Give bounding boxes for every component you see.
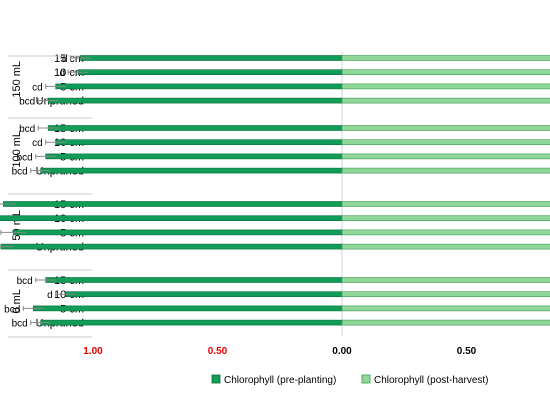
row-label: 10 cm [54, 67, 84, 79]
group-label: 100 mL [11, 131, 23, 168]
bar-pre [40, 167, 343, 174]
bar-post [341, 153, 550, 160]
bar-post [341, 319, 550, 326]
group-dividers [8, 55, 92, 338]
x-tick-label: 0.00 [332, 346, 352, 357]
bars-post [341, 55, 550, 326]
bar-post [341, 83, 550, 90]
bar-pre [0, 215, 343, 221]
bar-pre [55, 83, 343, 90]
bar-pre [47, 97, 343, 104]
bar-post [341, 139, 550, 145]
bar-pre [0, 243, 343, 250]
bar-post [341, 277, 550, 283]
sig-label-pre: bcd [19, 124, 35, 135]
sig-label-pre: d [60, 68, 66, 79]
bar-pre [3, 201, 343, 207]
sig-label-pre: bcd [19, 97, 35, 108]
legend-label-pre: Chlorophyll (pre-planting) [224, 375, 336, 386]
sig-label-pre: cd [32, 82, 43, 93]
bar-pre [47, 125, 343, 131]
sig-label-pre: bcd [12, 319, 28, 330]
group-label: 50 mL [11, 210, 23, 241]
sig-label-pre: cd [32, 138, 43, 149]
bar-pre [55, 139, 343, 145]
legend-swatch-post [361, 374, 371, 384]
bar-pre [45, 153, 343, 160]
error-bars [0, 55, 91, 326]
bar-pre [80, 55, 343, 61]
bar-post [341, 55, 550, 61]
x-axis-ticks: 2.001.501.000.500.000.501.001.50 [83, 346, 477, 357]
bar-pre [45, 277, 343, 283]
bars-pre [0, 55, 343, 326]
sig-label-pre: bcd [17, 276, 33, 287]
bar-post [341, 201, 550, 207]
bar-post [341, 97, 550, 104]
bar-post [341, 243, 550, 250]
row-label: 15 cm [54, 53, 84, 65]
x-tick-label: 0.50 [208, 346, 228, 357]
significance-labels: dabdabcdbbcdabbcdabcdabbcdbbcdabababaaab… [4, 54, 68, 330]
sig-label-pre: bcd [17, 152, 33, 163]
sig-label-pre: d [47, 290, 53, 301]
bar-pre [32, 305, 343, 312]
bar-post [341, 229, 550, 236]
bar-pre [65, 291, 343, 298]
bar-post [341, 291, 550, 298]
bar-post [341, 305, 550, 312]
sig-label-pre: bcd [4, 304, 20, 315]
bar-post [341, 167, 550, 174]
legend: Chlorophyll (pre-planting) Chlorophyll (p… [211, 374, 489, 386]
bar-pre [77, 69, 343, 75]
bar-pre [13, 229, 343, 236]
legend-swatch-pre [211, 374, 221, 384]
group-label: 150 mL [11, 61, 23, 98]
x-tick-label: 0.50 [457, 346, 477, 357]
group-label: 0 mL [11, 289, 23, 313]
sig-label-pre: bcd [12, 167, 28, 178]
bar-post [341, 125, 550, 131]
x-tick-label: 1.00 [83, 346, 103, 357]
bar-post [341, 215, 550, 221]
legend-label-post: Chlorophyll (post-harvest) [374, 375, 489, 386]
sig-label-pre: d [62, 54, 68, 65]
bar-pre [40, 319, 343, 326]
bar-post [341, 69, 550, 75]
